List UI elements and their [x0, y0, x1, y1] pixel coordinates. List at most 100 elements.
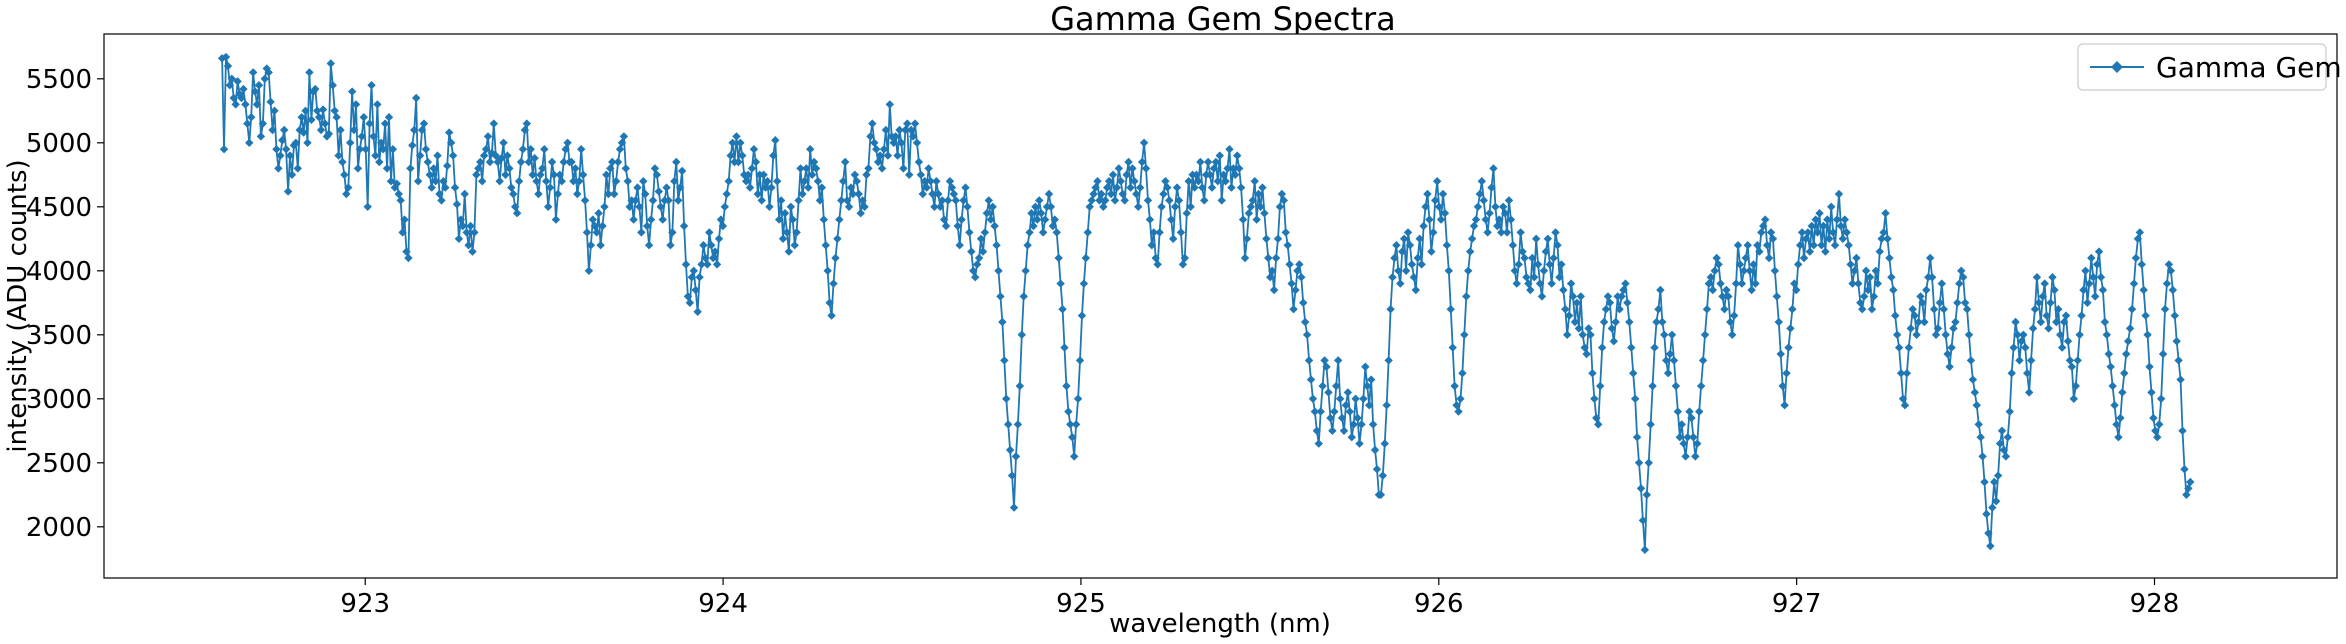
data-point: [1904, 343, 1914, 352]
data-point: [615, 145, 625, 154]
data-point: [1667, 330, 1677, 339]
data-point: [291, 138, 301, 147]
data-point: [1380, 439, 1389, 448]
data-point: [1271, 253, 1281, 263]
data-point: [413, 177, 423, 186]
data-point: [1413, 253, 1422, 263]
data-point: [1873, 279, 1882, 288]
data-point: [1106, 189, 1116, 199]
data-point: [1627, 343, 1636, 352]
data-point: [945, 177, 955, 186]
data-point: [293, 164, 302, 173]
data-point: [675, 183, 685, 192]
data-point: [227, 74, 236, 83]
data-point: [499, 138, 508, 147]
data-point: [2089, 273, 2098, 282]
data-point: [2172, 337, 2181, 346]
data-point: [1968, 375, 1978, 384]
data-point: [922, 183, 931, 192]
data-point: [646, 215, 656, 224]
data-point: [1729, 311, 1739, 320]
data-point: [1531, 234, 1541, 243]
data-point: [1555, 273, 1564, 282]
data-point: [1384, 356, 1393, 365]
data-point: [1118, 189, 1127, 199]
data-point: [276, 151, 285, 160]
data-point: [2170, 311, 2179, 320]
data-point: [596, 241, 605, 250]
data-point: [835, 215, 844, 224]
data-point: [753, 189, 763, 199]
data-point: [433, 151, 442, 160]
data-point: [462, 228, 471, 237]
data-point: [2139, 285, 2148, 295]
data-point: [854, 189, 863, 199]
data-point: [1372, 465, 1382, 474]
data-point: [472, 170, 481, 179]
data-point: [1291, 285, 1300, 295]
data-point: [2156, 394, 2166, 403]
data-point: [1415, 234, 1424, 243]
data-point: [1889, 285, 1898, 295]
data-point: [664, 196, 673, 205]
data-point: [650, 164, 660, 173]
data-point: [1332, 381, 1341, 391]
data-point: [794, 196, 803, 205]
data-point: [254, 81, 264, 90]
data-point: [536, 170, 545, 179]
data-point: [1842, 228, 1851, 237]
data-point: [1145, 215, 1155, 224]
data-point: [1753, 241, 1762, 250]
data-point: [1256, 202, 1265, 211]
data-point: [1487, 183, 1496, 192]
data-point: [1267, 266, 1277, 275]
data-point: [2015, 356, 2024, 365]
data-point: [872, 145, 881, 154]
data-point: [2153, 433, 2162, 442]
data-point: [2042, 311, 2051, 320]
data-point: [1927, 273, 1937, 282]
data-point: [1198, 183, 1207, 192]
data-point: [1908, 305, 1917, 314]
data-point: [1089, 189, 1098, 199]
data-point: [299, 128, 308, 137]
data-point: [526, 145, 535, 154]
data-point: [1260, 209, 1269, 218]
data-point: [707, 241, 716, 250]
data-point: [1091, 183, 1100, 192]
data-point: [681, 260, 691, 269]
data-point: [792, 228, 801, 237]
data-point: [1227, 183, 1236, 192]
data-point: [1442, 241, 1452, 250]
data-point: [1314, 439, 1323, 448]
data-point: [980, 228, 990, 237]
data-point: [1095, 196, 1104, 205]
data-point: [1011, 452, 1021, 461]
data-point: [1165, 196, 1174, 205]
data-point: [1366, 375, 1376, 384]
data-point: [1000, 356, 1009, 365]
data-point: [1896, 369, 1906, 378]
data-point: [1081, 253, 1091, 263]
data-point: [1522, 273, 1531, 282]
data-point: [1161, 177, 1170, 186]
data-point: [1308, 394, 1318, 403]
data-point: [1388, 273, 1397, 282]
data-point: [1737, 279, 1747, 288]
data-point: [1563, 330, 1572, 339]
data-point: [1764, 253, 1774, 263]
data-point: [1951, 317, 1960, 327]
data-point: [1444, 266, 1454, 275]
data-point: [920, 177, 929, 186]
data-point: [829, 279, 838, 288]
data-point: [578, 170, 588, 179]
data-point: [1885, 253, 1894, 263]
data-point: [1793, 260, 1803, 269]
series-markers: [217, 52, 2195, 555]
data-point: [1933, 324, 1943, 333]
data-point: [1211, 157, 1221, 167]
data-point: [1021, 266, 1030, 275]
data-point: [371, 151, 380, 160]
data-point: [1877, 234, 1886, 243]
data-point: [2131, 253, 2141, 263]
